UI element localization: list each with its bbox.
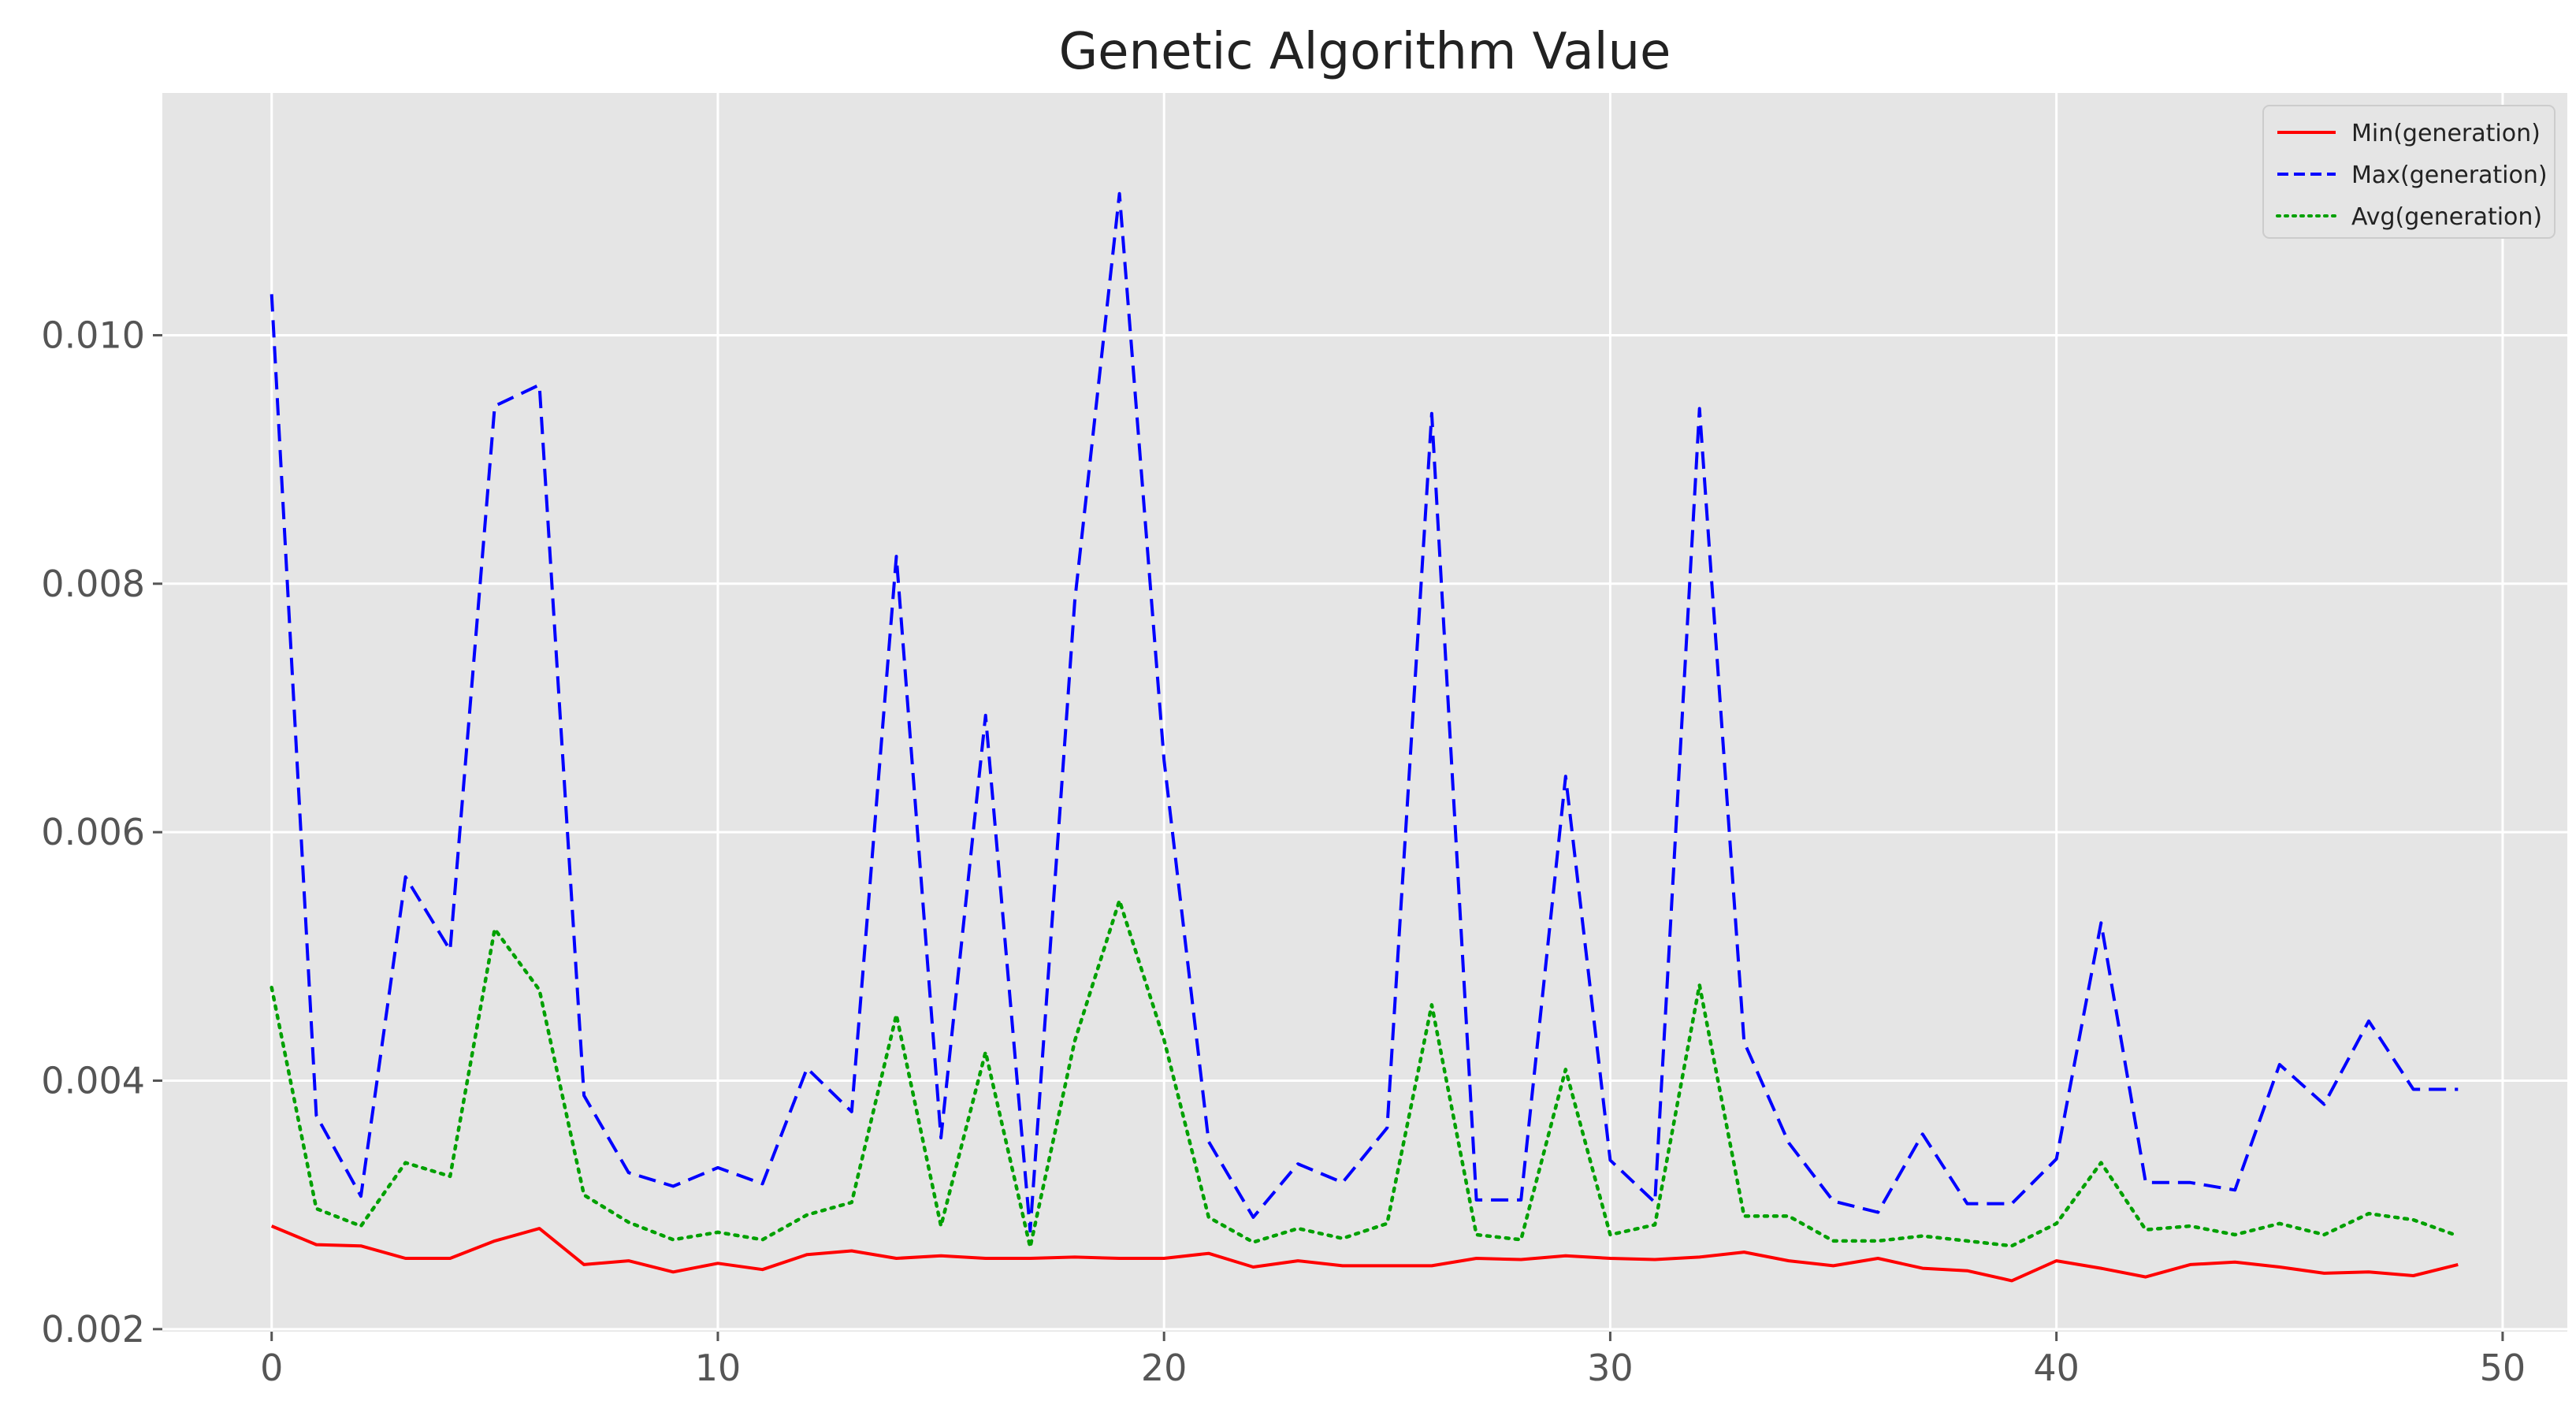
y-tick-label: 0.008 — [41, 563, 145, 605]
x-tick-label: 20 — [1141, 1347, 1188, 1389]
y-tick-label: 0.004 — [41, 1060, 145, 1102]
chart-title: Genetic Algorithm Value — [1059, 23, 1671, 81]
plot-area — [162, 93, 2567, 1332]
x-tick-label: 0 — [260, 1347, 283, 1389]
series-lines — [269, 191, 2460, 1283]
y-tick-label: 0.010 — [41, 314, 145, 356]
y-tick-label: 0.006 — [41, 811, 145, 853]
series-line-min-generation — [270, 1224, 2459, 1283]
legend: Min(generation) Max(generation) Avg(genera… — [2262, 105, 2556, 239]
axis-ticks: 0 10 20 30 40 50 0.002 0.004 0.006 0.008 0.010 — [41, 314, 2526, 1389]
series-line-avg-generation — [269, 898, 2460, 1250]
grid-lines — [162, 93, 2567, 1332]
x-tick-label: 10 — [695, 1347, 742, 1389]
legend-label: Max(generation) — [2351, 162, 2548, 189]
legend-label: Avg(generation) — [2351, 203, 2542, 231]
x-tick-label: 30 — [1587, 1347, 1634, 1389]
x-tick-label: 40 — [2033, 1347, 2080, 1389]
legend-label: Min(generation) — [2351, 120, 2541, 147]
series-line-max-generation — [269, 191, 2459, 1233]
x-tick-label: 50 — [2480, 1347, 2526, 1389]
y-tick-label: 0.002 — [41, 1308, 145, 1351]
legend-frame — [2262, 105, 2556, 239]
